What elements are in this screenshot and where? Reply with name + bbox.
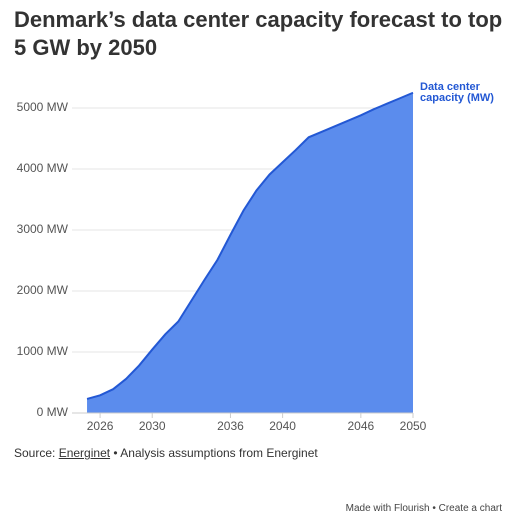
source-prefix: Source:	[14, 446, 56, 460]
source-rest: • Analysis assumptions from Energinet	[113, 446, 318, 460]
footer: Made with Flourish • Create a chart	[346, 503, 502, 514]
x-tick-label: 2046	[347, 419, 374, 433]
y-tick-label: 0 MW	[37, 405, 69, 419]
y-tick-label: 5000 MW	[17, 100, 69, 114]
chart-title: Denmark’s data center capacity forecast …	[14, 7, 503, 60]
line	[86, 91, 414, 400]
y-tick-label: 1000 MW	[17, 344, 69, 358]
y-tick-label: 4000 MW	[17, 161, 69, 175]
source: Source: Energinet • Analysis assumptions…	[14, 446, 318, 460]
create-chart-link[interactable]: • Create a chart	[432, 503, 502, 514]
y-tick-label: 3000 MW	[17, 222, 69, 236]
footer-text: Made with Flourish	[345, 503, 430, 514]
area	[87, 92, 414, 413]
x-tick-label: 2036	[217, 419, 244, 433]
source-link[interactable]: Energinet	[58, 446, 111, 460]
y-tick-label: 2000 MW	[17, 283, 69, 297]
x-tick-label: 2040	[269, 419, 296, 433]
x-tick-label: 2030	[139, 419, 166, 433]
series-label: Data center capacity (MW)	[420, 82, 494, 104]
x-tick-label: 2050	[400, 419, 427, 433]
x-tick-label: 2026	[87, 419, 114, 433]
